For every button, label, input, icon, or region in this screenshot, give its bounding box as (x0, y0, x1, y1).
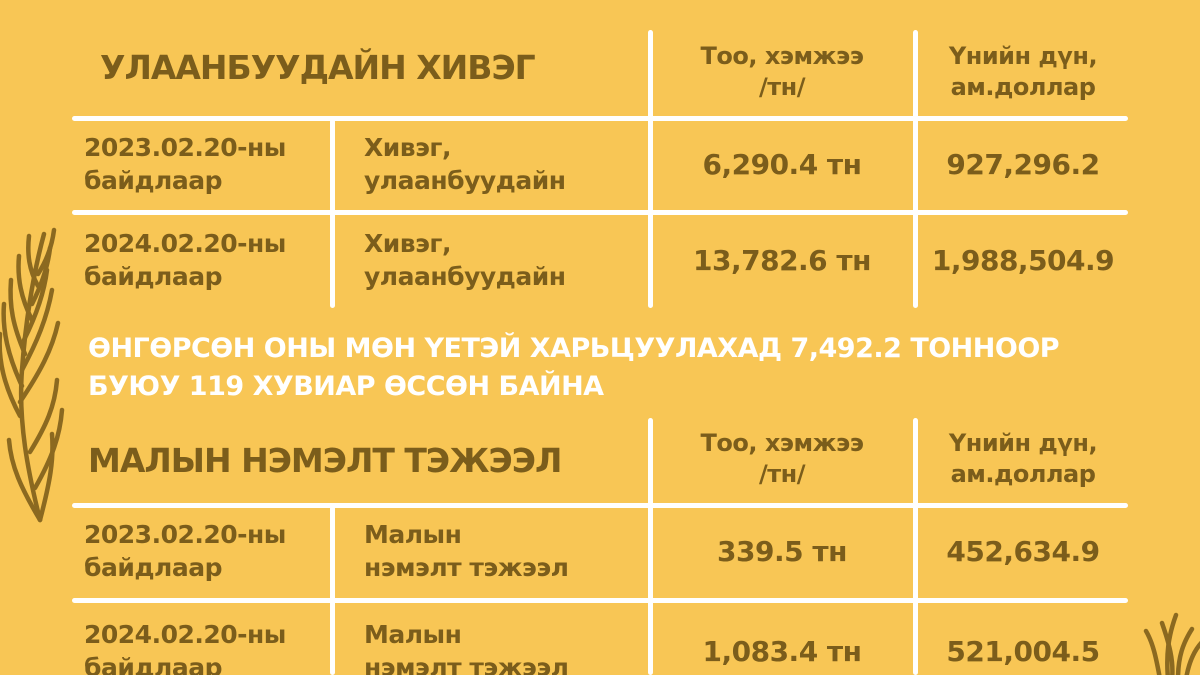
table1-vline-quantity (648, 30, 653, 308)
table2-header-value: Үнийн дүн, ам.доллар (948, 429, 1098, 488)
table2-row2-value-cell: 521,004.5 (946, 634, 1100, 668)
table2-row2-item-cell: Малын нэмэлт тэжээл (364, 620, 569, 675)
table1-row1-item-cell: Хивэг, улаанбуудайн (364, 133, 566, 195)
table2-row1-date-cell: 2023.02.20-ны байдлаар (84, 520, 286, 582)
table1-row1-date-cell: 2023.02.20-ны байдлаар (84, 133, 286, 195)
table2-row1-item-cell: Малын нэмэлт тэжээл (364, 520, 569, 582)
wheat-stalk-icon (0, 227, 65, 523)
table1-row1-quantity-cell: 6,290.4 тн (702, 147, 862, 181)
table1-row2-date-cell: 2024.02.20-ны байдлаар (84, 229, 286, 291)
table2-row1-value-cell: 452,634.9 (946, 534, 1100, 568)
table2-vline-quantity (648, 418, 653, 675)
table1-row1-value-cell: 927,296.2 (946, 147, 1100, 181)
table2-row2-date-cell: 2024.02.20-ны байдлаар (84, 620, 286, 675)
table2-row2-quantity-cell: 1,083.4 тн (702, 634, 862, 668)
table1-header-quantity: Тоо, хэмжээ /тн/ (700, 42, 864, 101)
table1-header-value: Үнийн дүн, ам.доллар (948, 42, 1098, 101)
table2-vline-date (330, 506, 335, 675)
table1-vline-date (330, 119, 335, 308)
table2-header-quantity: Тоо, хэмжээ /тн/ (700, 429, 864, 488)
table1-row2-value-cell: 1,988,504.9 (931, 243, 1115, 277)
table1-row2-item-cell: Хивэг, улаанбуудайн (364, 229, 566, 291)
table2-hline-row (72, 598, 1128, 603)
table1-hline-row (72, 210, 1128, 215)
table2-vline-value (913, 418, 918, 675)
table2-row1-quantity-cell: 339.5 тн (717, 534, 847, 568)
table1-title: УЛААНБУУДАЙН ХИВЭГ (100, 48, 536, 87)
table1-hline-header (72, 116, 1128, 121)
comparison-note: ӨНГӨРСӨН ОНЫ МӨН ҮЕТЭЙ ХАРЬЦУУЛАХАД 7,49… (88, 333, 1060, 402)
grass-blades-icon (1143, 612, 1200, 675)
table2-hline-header (72, 503, 1128, 508)
table2-title: МАЛЫН НЭМЭЛТ ТЭЖЭЭЛ (88, 440, 562, 480)
table1-vline-value (913, 30, 918, 308)
table1-row2-quantity-cell: 13,782.6 тн (693, 243, 872, 277)
